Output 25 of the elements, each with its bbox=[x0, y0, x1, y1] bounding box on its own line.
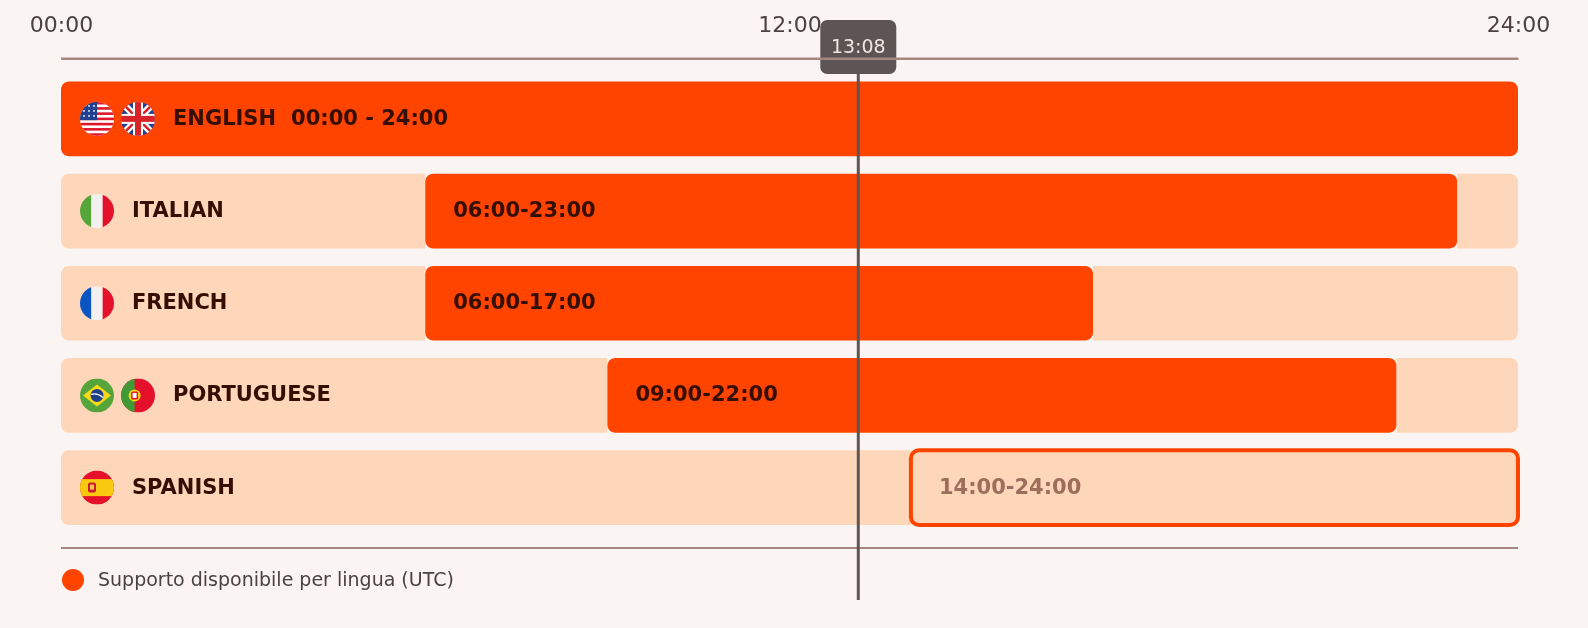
bar bbox=[1396, 358, 1518, 433]
y-tick-label: PORTUGUESE bbox=[173, 382, 331, 407]
bar bbox=[61, 265, 426, 341]
x-tick-label: 24:00 bbox=[1486, 12, 1551, 37]
data-label: 00:00 - 24:00 bbox=[291, 105, 449, 130]
bar bbox=[1457, 173, 1518, 249]
data-label: 09:00-22:00 bbox=[635, 382, 778, 407]
bar bbox=[1093, 265, 1518, 341]
x-tick-label: 12:00 bbox=[758, 12, 822, 37]
data-label: 14:00-24:00 bbox=[938, 474, 1082, 499]
data-label: 06:00-17:00 bbox=[453, 290, 596, 315]
bar bbox=[61, 358, 608, 433]
y-tick-label: ITALIAN bbox=[132, 198, 224, 223]
bar bbox=[61, 81, 1518, 157]
ref-line-label: 13:08 bbox=[830, 35, 886, 57]
x-tick-label: 00:00 bbox=[29, 12, 94, 37]
data-label: 06:00-23:00 bbox=[453, 198, 596, 223]
y-tick-label: FRENCH bbox=[132, 290, 228, 315]
bar bbox=[425, 173, 1458, 249]
bar bbox=[607, 358, 1397, 433]
legend-label: Supporto disponibile per lingua (UTC) bbox=[98, 568, 454, 590]
y-tick-label: SPANISH bbox=[132, 474, 235, 499]
bar bbox=[61, 173, 426, 249]
bar bbox=[425, 265, 1094, 341]
y-tick-label: ENGLISH bbox=[173, 105, 277, 130]
